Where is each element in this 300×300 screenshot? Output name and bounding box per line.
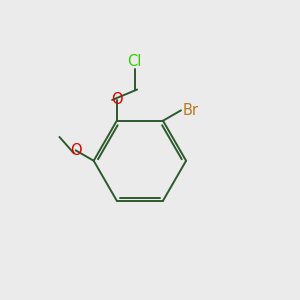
Text: O: O [70,143,82,158]
Text: O: O [111,92,123,107]
Text: Br: Br [182,103,198,118]
Text: Cl: Cl [128,54,142,69]
